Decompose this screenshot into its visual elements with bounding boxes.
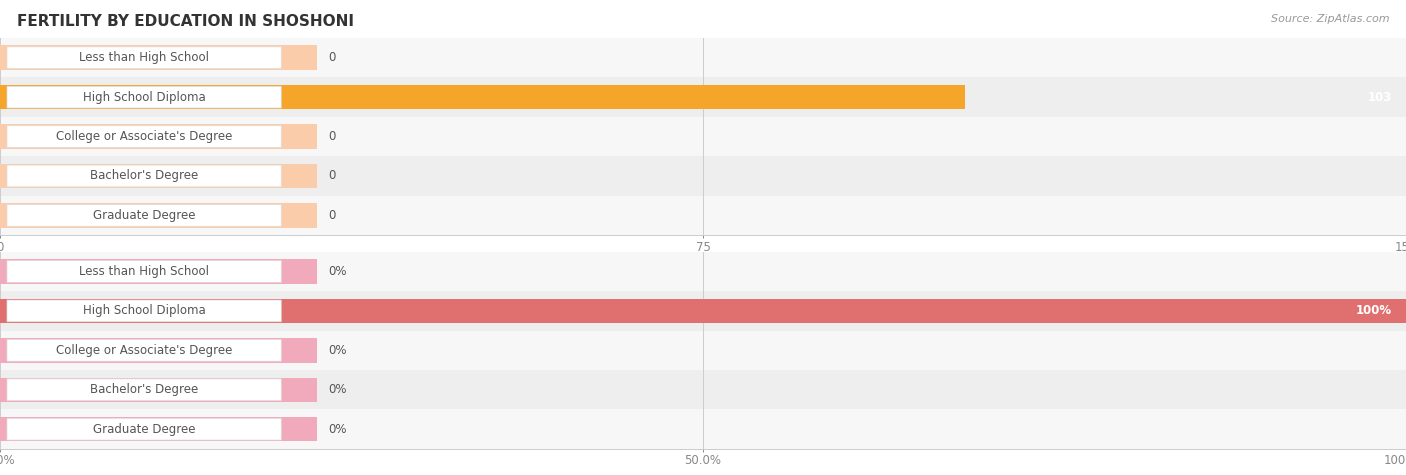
Text: 0: 0	[329, 51, 336, 64]
Bar	[0, 46, 316, 70]
Bar	[0, 370, 1406, 409]
Text: 0: 0	[329, 130, 336, 143]
FancyBboxPatch shape	[7, 418, 281, 440]
Text: 103: 103	[1368, 91, 1392, 104]
Text: Less than High School: Less than High School	[79, 51, 209, 64]
Text: Graduate Degree: Graduate Degree	[93, 209, 195, 222]
Text: 0%: 0%	[329, 383, 347, 396]
Bar	[0, 85, 966, 109]
Bar	[0, 203, 316, 228]
Text: 0: 0	[329, 170, 336, 182]
Bar	[0, 77, 1406, 117]
Text: 0: 0	[329, 209, 336, 222]
Text: Bachelor's Degree: Bachelor's Degree	[90, 170, 198, 182]
Text: Less than High School: Less than High School	[79, 265, 209, 278]
Text: 0%: 0%	[329, 265, 347, 278]
FancyBboxPatch shape	[7, 300, 281, 322]
Text: College or Associate's Degree: College or Associate's Degree	[56, 130, 232, 143]
Bar	[0, 291, 1406, 331]
Bar	[0, 252, 1406, 291]
Bar	[0, 378, 318, 402]
Text: 100%: 100%	[1355, 304, 1392, 317]
Text: College or Associate's Degree: College or Associate's Degree	[56, 344, 232, 357]
Bar	[0, 156, 1406, 196]
FancyBboxPatch shape	[7, 165, 281, 187]
FancyBboxPatch shape	[7, 379, 281, 400]
Text: 0%: 0%	[329, 344, 347, 357]
FancyBboxPatch shape	[7, 205, 281, 226]
Bar	[0, 299, 1406, 323]
Bar	[0, 124, 316, 149]
Bar	[0, 164, 316, 188]
Text: FERTILITY BY EDUCATION IN SHOSHONI: FERTILITY BY EDUCATION IN SHOSHONI	[17, 14, 354, 29]
Text: Graduate Degree: Graduate Degree	[93, 423, 195, 436]
Bar	[0, 417, 318, 441]
Bar	[0, 196, 1406, 235]
Text: 0%: 0%	[329, 423, 347, 436]
FancyBboxPatch shape	[7, 47, 281, 68]
FancyBboxPatch shape	[7, 86, 281, 108]
Text: Source: ZipAtlas.com: Source: ZipAtlas.com	[1271, 14, 1389, 24]
Bar	[0, 409, 1406, 449]
Text: High School Diploma: High School Diploma	[83, 304, 205, 317]
Text: High School Diploma: High School Diploma	[83, 91, 205, 104]
FancyBboxPatch shape	[7, 126, 281, 147]
Bar	[0, 338, 318, 362]
Bar	[0, 259, 318, 284]
Bar	[0, 38, 1406, 77]
Bar	[0, 117, 1406, 156]
FancyBboxPatch shape	[7, 261, 281, 282]
Text: Bachelor's Degree: Bachelor's Degree	[90, 383, 198, 396]
FancyBboxPatch shape	[7, 340, 281, 361]
Bar	[0, 331, 1406, 370]
